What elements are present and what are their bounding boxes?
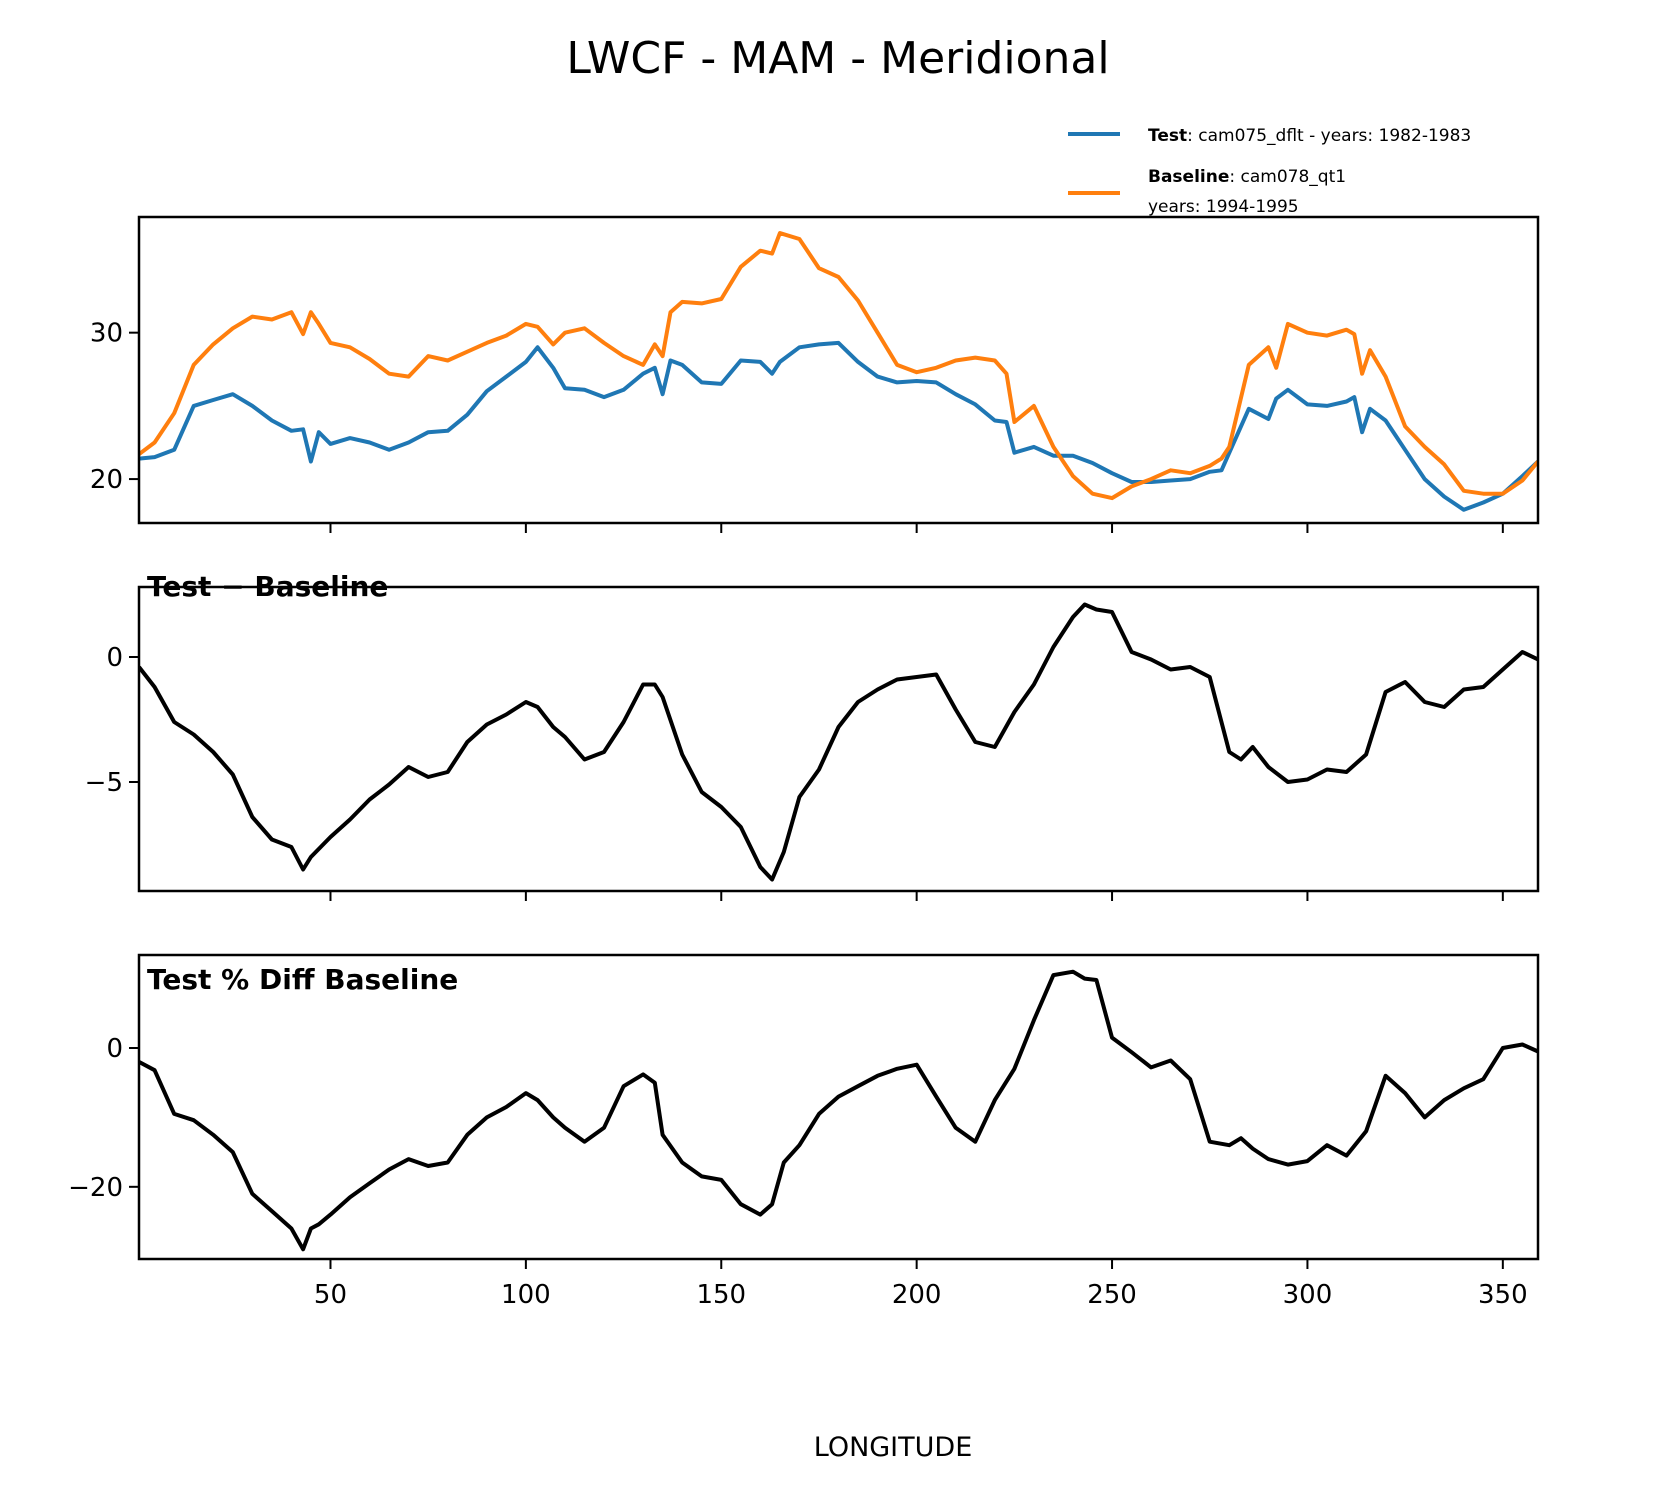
axes-frame <box>137 215 1540 525</box>
axes-frame <box>137 953 1540 1261</box>
y-tick-label: 0 <box>106 643 123 673</box>
legend: Test: cam075_dflt - years: 1982-1983 Bas… <box>1068 126 1471 217</box>
y-tick-label: 0 <box>106 1034 123 1064</box>
series-line-test-baseline <box>139 602 1538 882</box>
x-tick-label: 350 <box>1478 1280 1528 1310</box>
x-tick-label: 100 <box>501 1280 551 1310</box>
y-tick-label: −20 <box>68 1173 123 1203</box>
x-tick-label: 150 <box>696 1280 746 1310</box>
legend-label-baseline-years: years: 1994-1995 <box>1148 197 1299 217</box>
series-line-test <box>139 340 1538 512</box>
x-tick-label: 200 <box>892 1280 942 1310</box>
series-line-baseline <box>139 231 1538 501</box>
y-tick-label: 30 <box>90 319 123 349</box>
x-axis-label: LONGITUDE <box>814 1432 973 1463</box>
panel-title-percent-diff: Test % Diff Baseline <box>147 963 458 996</box>
legend-label-baseline: Baseline: cam078_qt1 <box>1148 167 1346 187</box>
legend-label-test: Test: cam075_dflt - years: 1982-1983 <box>1148 126 1471 146</box>
figure-title: LWCF - MAM - Meridional <box>566 33 1109 84</box>
panel-test-minus-baseline: −5 0 <box>85 585 1540 901</box>
series-line-test-diff-baseline <box>139 969 1538 1252</box>
legend-label-test-bold: Test <box>1148 126 1187 146</box>
legend-label-baseline-bold: Baseline <box>1148 167 1229 187</box>
y-tick-label: −5 <box>85 768 123 798</box>
x-tick-label: 300 <box>1283 1280 1333 1310</box>
axes-frame <box>137 585 1540 893</box>
x-tick-label: 250 <box>1087 1280 1137 1310</box>
legend-label-test-text: : cam075_dflt - years: 1982-1983 <box>1187 126 1471 146</box>
legend-label-baseline-text: : cam078_qt1 <box>1229 167 1346 187</box>
panel-test-percent-diff-baseline: −20 0 50 100 150 200 250 300 350 <box>68 953 1540 1310</box>
x-tick-label: 50 <box>314 1280 347 1310</box>
y-tick-label: 20 <box>90 465 123 495</box>
